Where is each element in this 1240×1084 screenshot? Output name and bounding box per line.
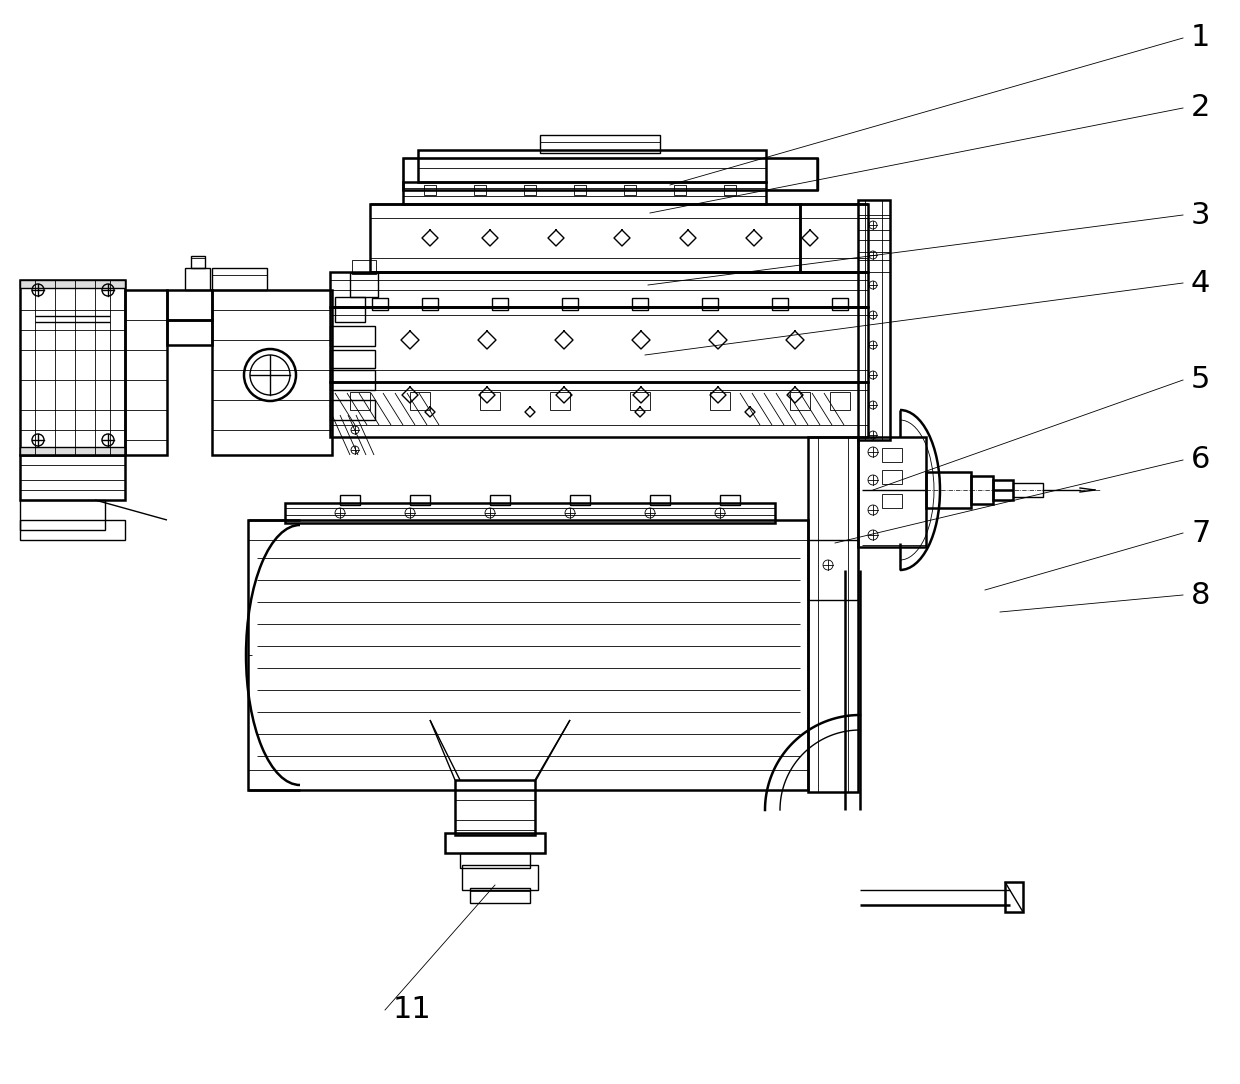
- Bar: [335, 297, 365, 322]
- Bar: [20, 447, 125, 455]
- Bar: [352, 260, 376, 274]
- Bar: [20, 280, 125, 455]
- Bar: [650, 495, 670, 505]
- Text: 5: 5: [1190, 365, 1210, 395]
- Bar: [858, 201, 890, 215]
- Bar: [372, 298, 388, 310]
- Bar: [562, 298, 578, 310]
- Bar: [993, 480, 1013, 500]
- Bar: [185, 268, 210, 291]
- Bar: [551, 392, 570, 410]
- Bar: [830, 392, 849, 410]
- Bar: [490, 495, 510, 505]
- Text: 2: 2: [1190, 93, 1210, 122]
- Bar: [330, 326, 374, 346]
- Bar: [574, 185, 587, 195]
- Bar: [418, 150, 766, 182]
- Bar: [330, 350, 374, 367]
- Bar: [882, 494, 901, 508]
- Text: 4: 4: [1190, 269, 1210, 297]
- Bar: [350, 392, 370, 410]
- Bar: [632, 298, 649, 310]
- Bar: [248, 520, 808, 790]
- Bar: [285, 503, 775, 522]
- Text: 6: 6: [1190, 446, 1210, 475]
- Bar: [212, 268, 267, 291]
- Bar: [1004, 882, 1023, 912]
- Text: 11: 11: [393, 995, 432, 1024]
- Bar: [403, 158, 817, 190]
- Bar: [858, 260, 890, 272]
- Text: 1: 1: [1190, 24, 1210, 52]
- Bar: [350, 273, 378, 297]
- Bar: [470, 888, 529, 903]
- Bar: [20, 500, 105, 530]
- Bar: [773, 298, 787, 310]
- Bar: [808, 540, 858, 601]
- Bar: [882, 448, 901, 462]
- Bar: [330, 307, 868, 382]
- Bar: [808, 437, 858, 792]
- Bar: [858, 218, 890, 230]
- Bar: [858, 437, 926, 547]
- Bar: [858, 240, 890, 251]
- Text: 7: 7: [1190, 518, 1210, 547]
- Bar: [480, 392, 500, 410]
- Bar: [410, 392, 430, 410]
- Bar: [340, 495, 360, 505]
- Bar: [330, 272, 868, 307]
- Bar: [20, 455, 125, 500]
- Bar: [926, 472, 971, 508]
- Bar: [624, 185, 636, 195]
- Bar: [539, 136, 660, 153]
- Bar: [720, 495, 740, 505]
- Bar: [463, 865, 538, 890]
- Bar: [1013, 483, 1043, 496]
- Bar: [800, 204, 868, 272]
- Bar: [724, 185, 737, 195]
- Bar: [403, 158, 818, 190]
- Bar: [410, 495, 430, 505]
- Bar: [832, 298, 848, 310]
- Bar: [167, 291, 212, 320]
- Bar: [882, 470, 901, 483]
- Bar: [20, 280, 125, 288]
- Bar: [330, 370, 374, 390]
- Bar: [191, 256, 205, 268]
- Text: 8: 8: [1190, 581, 1210, 609]
- Bar: [675, 185, 686, 195]
- Bar: [125, 291, 167, 455]
- Bar: [702, 298, 718, 310]
- Bar: [474, 185, 486, 195]
- Bar: [212, 291, 332, 455]
- Bar: [460, 853, 529, 868]
- Bar: [330, 382, 868, 437]
- Bar: [330, 400, 374, 420]
- Bar: [711, 392, 730, 410]
- Bar: [403, 182, 766, 204]
- Bar: [167, 320, 212, 345]
- Bar: [455, 780, 534, 835]
- Bar: [858, 201, 890, 440]
- Bar: [422, 298, 438, 310]
- Bar: [570, 495, 590, 505]
- Bar: [492, 298, 508, 310]
- Bar: [424, 185, 436, 195]
- Text: 3: 3: [1190, 201, 1210, 230]
- Bar: [525, 185, 536, 195]
- Bar: [971, 476, 993, 504]
- Bar: [20, 520, 125, 540]
- Bar: [790, 392, 810, 410]
- Bar: [630, 392, 650, 410]
- Bar: [370, 204, 800, 272]
- Bar: [445, 833, 546, 853]
